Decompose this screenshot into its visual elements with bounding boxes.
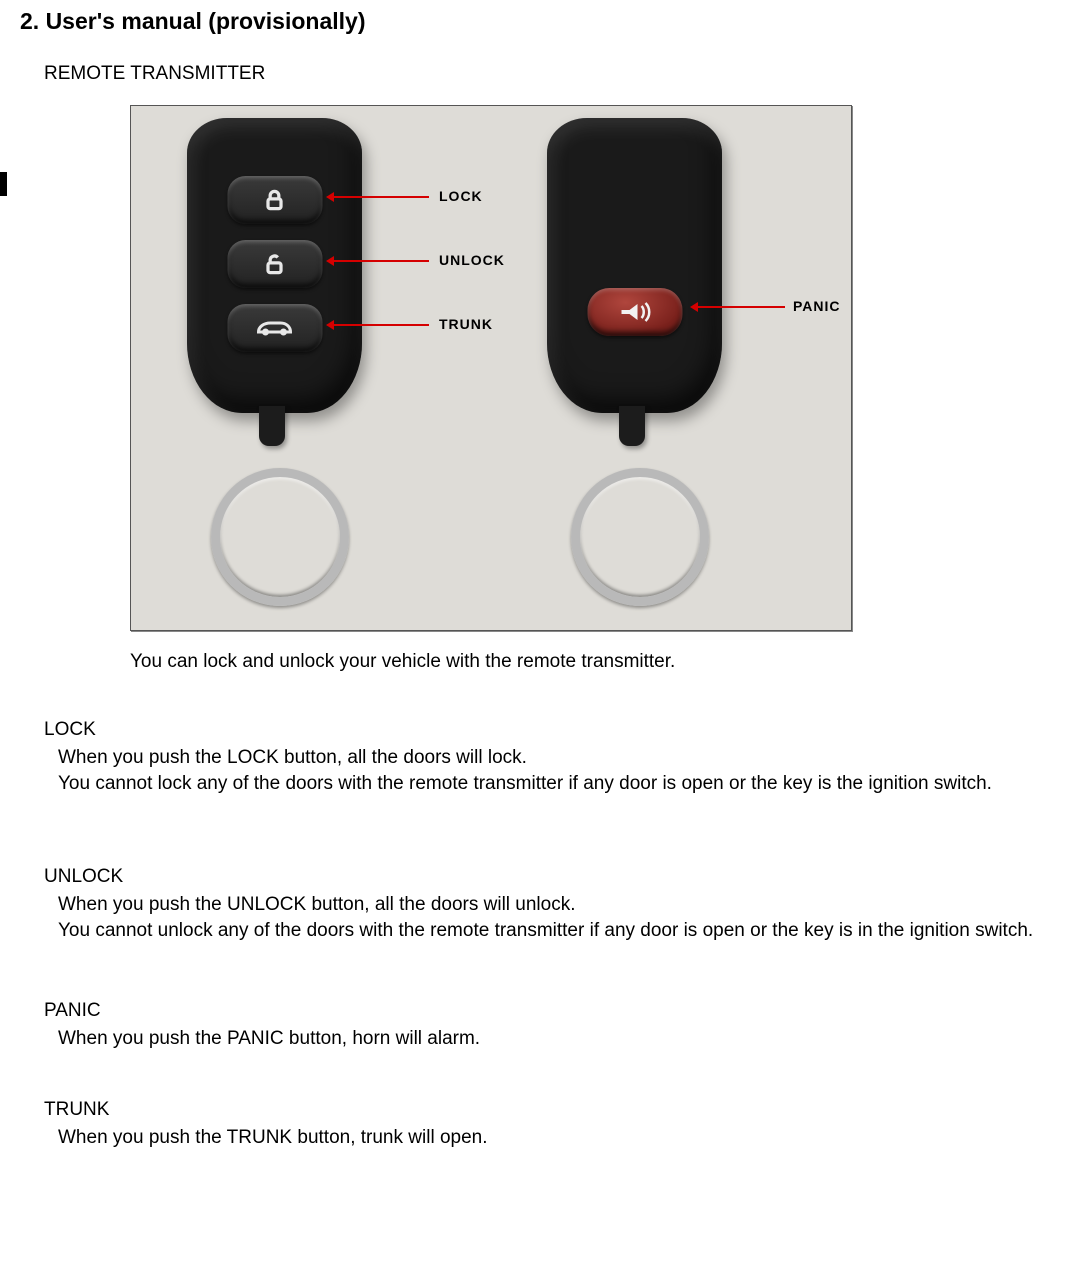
trunk-section: TRUNK When you push the TRUNK button, tr… (44, 1099, 1045, 1151)
page-title: 2. User's manual (provisionally) (20, 8, 1045, 35)
trunk-title: TRUNK (44, 1099, 1045, 1121)
panic-text: When you push the PANIC button, horn wil… (58, 1026, 1045, 1052)
arrow-unlock (329, 260, 429, 262)
key-fob-back (547, 118, 722, 413)
arrow-lock (329, 196, 429, 198)
page-side-tab (0, 172, 7, 196)
lock-icon (262, 187, 288, 213)
manual-page: 2. User's manual (provisionally) REMOTE … (0, 0, 1065, 1191)
keyring-front (211, 468, 349, 606)
keyring-tab-front (259, 406, 285, 446)
photo-caption: You can lock and unlock your vehicle wit… (130, 651, 1045, 673)
unlock-text: When you push the UNLOCK button, all the… (58, 892, 1045, 943)
panic-section: PANIC When you push the PANIC button, ho… (44, 1000, 1045, 1052)
keyring-tab-back (619, 406, 645, 446)
arrow-trunk (329, 324, 429, 326)
keyring-back (571, 468, 709, 606)
unlock-title: UNLOCK (44, 866, 1045, 888)
lock-title: LOCK (44, 719, 1045, 741)
car-trunk-icon (256, 318, 294, 338)
panic-title: PANIC (44, 1000, 1045, 1022)
callout-lock: LOCK (439, 188, 483, 204)
lock-button (227, 176, 322, 224)
lock-section: LOCK When you push the LOCK button, all … (44, 719, 1045, 796)
unlock-button (227, 240, 322, 288)
trunk-button (227, 304, 322, 352)
lock-text: When you push the LOCK button, all the d… (58, 745, 1045, 796)
callout-unlock: UNLOCK (439, 252, 505, 268)
trunk-text: When you push the TRUNK button, trunk wi… (58, 1125, 1045, 1151)
key-fob-front (187, 118, 362, 413)
callout-panic: PANIC (793, 298, 841, 314)
remote-transmitter-photo: LOCK UNLOCK TRUNK PANIC (130, 105, 852, 631)
unlock-section: UNLOCK When you push the UNLOCK button, … (44, 866, 1045, 943)
section-heading: REMOTE TRANSMITTER (44, 63, 1045, 85)
panic-button (587, 288, 682, 336)
arrow-panic (693, 306, 785, 308)
panic-horn-icon (618, 300, 652, 324)
callout-trunk: TRUNK (439, 316, 493, 332)
unlock-icon (262, 251, 288, 277)
